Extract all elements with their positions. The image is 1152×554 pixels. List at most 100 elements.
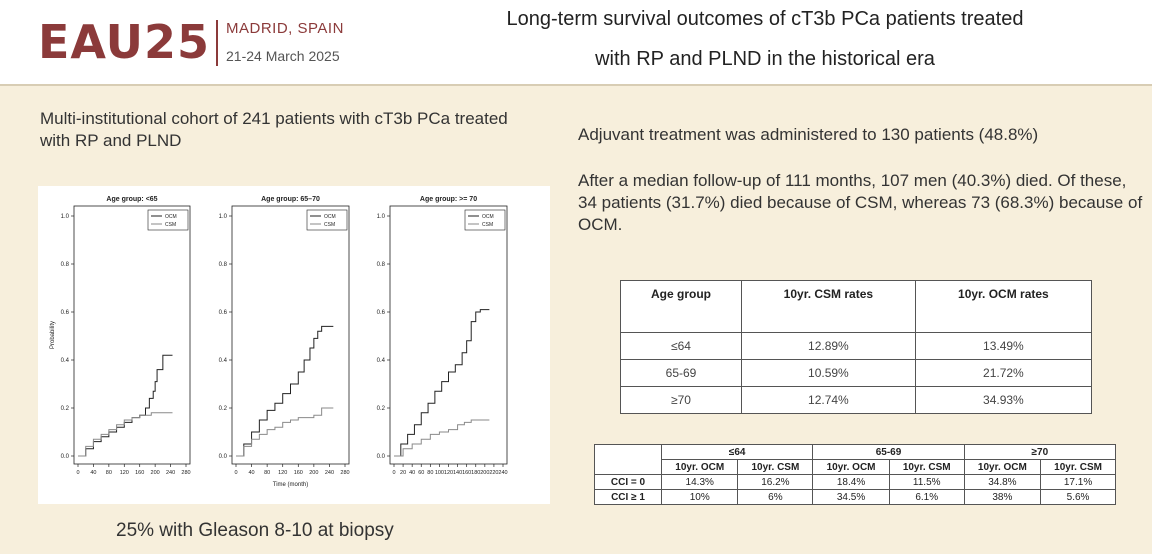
csm-rate-cell: 12.89% — [741, 332, 916, 360]
subheader-csm: 10yr. CSM — [737, 459, 814, 475]
x-tick-label: 160 — [294, 470, 303, 476]
y-tick-label: 0.4 — [61, 358, 70, 364]
legend-label-ocm: OCM — [482, 214, 494, 220]
x-tick-label: 40 — [90, 470, 96, 476]
x-tick-label: 240 — [498, 470, 507, 476]
x-tick-label: 100 — [435, 470, 444, 476]
poster-title-line1: Long-term survival outcomes of cT3b PCa … — [506, 8, 1024, 30]
congress-dates: 21-24 March 2025 — [226, 48, 340, 64]
cohort-description: Multi-institutional cohort of 241 patien… — [40, 109, 508, 150]
table-row: ≤64 12.89% 13.49% — [620, 332, 1093, 360]
y-tick-label: 0.2 — [61, 406, 70, 412]
y-tick-label: 0.6 — [377, 310, 386, 316]
subheader-csm: 10yr. CSM — [888, 459, 965, 475]
value-cell: 10% — [660, 489, 739, 505]
legend-label-ocm: OCM — [324, 214, 336, 220]
x-axis-label: Time (month) — [273, 482, 308, 488]
cci-corner-cell — [594, 444, 662, 475]
x-tick-label: 80 — [106, 470, 112, 476]
x-tick-label: 160 — [135, 470, 144, 476]
csm-curve — [394, 419, 490, 457]
ocm-curve — [394, 309, 490, 457]
age-group-cell: ≥70 — [620, 386, 742, 414]
plot-frame — [231, 205, 350, 465]
subheader-ocm: 10yr. OCM — [963, 459, 1042, 475]
legend-label-csm: CSM — [482, 222, 493, 228]
x-tick-label: 60 — [418, 470, 424, 476]
group-header-65-69: 65-69 — [812, 444, 965, 460]
value-cell: 14.3% — [660, 474, 739, 490]
subheader-ocm: 10yr. OCM — [812, 459, 890, 475]
y-tick-label: 1.0 — [377, 214, 386, 220]
x-tick-label: 40 — [409, 470, 415, 476]
value-cell: 6% — [737, 489, 814, 505]
poster-title-line2: with RP and PLND in the historical era — [595, 48, 935, 70]
header-ocm-rates: 10yr. OCM rates — [914, 280, 1093, 333]
plot-frame — [73, 205, 191, 465]
y-tick-label: 1.0 — [61, 214, 70, 220]
table-row: 65-69 10.59% 21.72% — [620, 359, 1093, 387]
x-tick-label: 40 — [249, 470, 255, 476]
x-tick-label: 220 — [489, 470, 498, 476]
x-tick-label: 240 — [325, 470, 334, 476]
y-tick-label: 0.2 — [219, 406, 228, 412]
cci-stratified-rates-table: ≤64 65-69 ≥70 10yr. OCM 10yr. CSM 10yr. … — [594, 444, 1117, 505]
table-row: CCI ≥ 1 10% 6% 34.5% 6.1% 38% 5.6% — [594, 489, 1116, 505]
value-cell: 16.2% — [737, 474, 814, 490]
y-tick-label: 0.0 — [219, 454, 228, 460]
y-tick-label: 0.6 — [219, 310, 228, 316]
logo-separator — [216, 20, 218, 66]
x-tick-label: 280 — [340, 470, 349, 476]
age-group-cell: 65-69 — [620, 359, 742, 387]
header-age-group: Age group — [620, 280, 742, 333]
value-cell: 34.8% — [963, 474, 1042, 490]
subheader-csm: 10yr. CSM — [1040, 459, 1116, 475]
ten-year-rates-table: Age group 10yr. CSM rates 10yr. OCM rate… — [620, 280, 1093, 414]
header-divider — [0, 84, 1152, 86]
csm-rate-cell: 10.59% — [741, 359, 916, 387]
ocm-rate-cell: 21.72% — [914, 359, 1093, 387]
legend-box — [147, 209, 189, 231]
cci-row-label: CCI ≥ 1 — [594, 489, 662, 505]
value-cell: 5.6% — [1040, 489, 1116, 505]
value-cell: 34.5% — [812, 489, 890, 505]
value-cell: 6.1% — [888, 489, 965, 505]
y-tick-label: 0.8 — [377, 262, 386, 268]
y-tick-label: 0.2 — [377, 406, 386, 412]
x-tick-label: 160 — [462, 470, 471, 476]
x-tick-label: 200 — [151, 470, 160, 476]
x-tick-label: 280 — [181, 470, 190, 476]
rates-header-row: Age group 10yr. CSM rates 10yr. OCM rate… — [620, 280, 1093, 333]
cci-subheader-row: 10yr. OCM 10yr. CSM 10yr. OCM 10yr. CSM … — [595, 459, 1116, 475]
value-cell: 11.5% — [888, 474, 965, 490]
x-tick-label: 200 — [309, 470, 318, 476]
group-header-70: ≥70 — [963, 444, 1117, 460]
x-tick-label: 240 — [166, 470, 175, 476]
group-header-64: ≤64 — [660, 444, 814, 460]
x-tick-label: 120 — [278, 470, 287, 476]
ocm-rate-cell: 34.93% — [914, 386, 1093, 414]
table-row: ≥70 12.74% 34.93% — [620, 386, 1093, 414]
csm-rate-cell: 12.74% — [741, 386, 916, 414]
header-csm-rates: 10yr. CSM rates — [741, 280, 916, 333]
legend-box — [306, 209, 348, 231]
poster-header: EAU25 MADRID, SPAIN 21-24 March 2025 Lon… — [0, 0, 1152, 84]
congress-city: MADRID, SPAIN — [226, 20, 344, 37]
cumulative-incidence-plots: Age group: <65 0.0 0.2 0.4 0.6 0.8 1.0 0 40 80 120… — [50, 196, 508, 488]
y-tick-label: 0.0 — [377, 454, 386, 460]
y-tick-label: 0.4 — [377, 358, 386, 364]
eau-logo: EAU25 — [38, 15, 210, 69]
value-cell: 38% — [963, 489, 1042, 505]
x-tick-label: 0 — [234, 470, 237, 476]
x-tick-label: 120 — [120, 470, 129, 476]
csm-curve — [78, 412, 173, 457]
legend-label-csm: CSM — [165, 222, 176, 228]
x-tick-label: 20 — [400, 470, 406, 476]
x-tick-label: 180 — [471, 470, 480, 476]
x-tick-label: 0 — [392, 470, 395, 476]
x-tick-label: 120 — [444, 470, 453, 476]
x-tick-label: 80 — [264, 470, 270, 476]
x-tick-label: 0 — [76, 470, 79, 476]
cci-row-label: CCI = 0 — [594, 474, 662, 490]
y-tick-label: 0.0 — [61, 454, 70, 460]
